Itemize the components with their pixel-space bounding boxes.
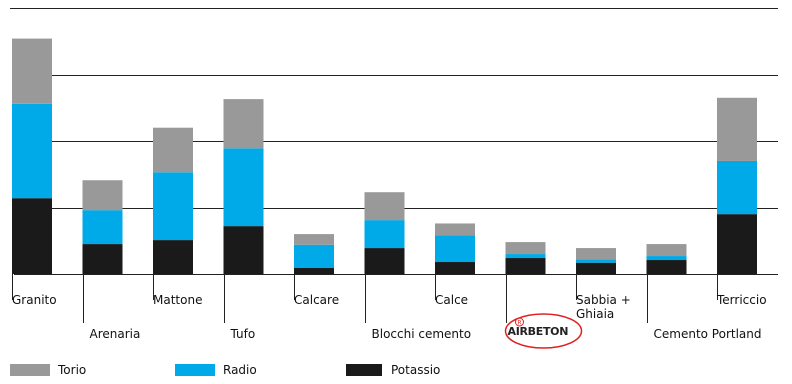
legend-label-torio: Torio <box>57 363 86 377</box>
bar-tufo-torio <box>223 99 264 149</box>
bar-calcare-potassio <box>294 268 334 274</box>
legend-item-potassio: Potassio <box>346 363 440 377</box>
registered-mark: R <box>517 320 521 327</box>
category-labels: Granito Arenaria Mattone Tufo Calcare Blocchi… <box>12 274 767 349</box>
legend-label-potassio: Potassio <box>391 363 440 377</box>
bar-calce-potassio <box>435 262 475 274</box>
bar-mattone-torio <box>153 127 193 173</box>
bar-blocchi-cemento-radio <box>364 220 405 249</box>
bar-calce-radio <box>435 235 475 263</box>
bar-airbeton-radio <box>505 254 546 259</box>
category-label-sabbia-ghiaia: Sabbia + Ghiaia <box>576 293 631 321</box>
category-label-mattone: Mattone <box>153 293 202 307</box>
bar-mattone-radio <box>153 172 193 241</box>
legend-swatch-torio <box>10 364 50 376</box>
category-label-cemento-portland: Cemento Portland <box>654 327 762 341</box>
bar-sabbia-ghiaia-potassio <box>576 262 616 274</box>
bar-sabbia-ghiaia-radio <box>576 259 616 263</box>
bar-mattone-potassio <box>153 240 193 274</box>
bar-blocchi-cemento-torio <box>364 192 405 221</box>
bar-airbeton-torio <box>505 242 546 255</box>
legend-item-radio: Radio <box>175 363 257 377</box>
bar-tufo-potassio <box>223 226 264 274</box>
bar-calcare-radio <box>294 244 334 269</box>
bar-arenaria-torio <box>82 180 123 211</box>
bar-arenaria-radio <box>82 210 123 245</box>
gridlines <box>10 8 778 275</box>
highlight-ellipse <box>504 313 583 349</box>
category-label-calcare: Calcare <box>294 293 339 307</box>
legend-label-radio: Radio <box>223 363 257 377</box>
category-label-terriccio: Terriccio <box>716 293 767 307</box>
bar-cemento-portland-radio <box>646 256 687 261</box>
category-label-arenaria: Arenaria <box>90 327 141 341</box>
bar-granito-potassio <box>12 198 52 274</box>
bar-terriccio-torio <box>717 97 757 161</box>
legend: Torio Radio Potassio <box>10 363 440 377</box>
category-label-blocchi-cemento: Blocchi cemento <box>372 327 472 341</box>
bar-airbeton-potassio <box>505 258 546 274</box>
bar-sabbia-ghiaia-torio <box>576 248 616 260</box>
legend-item-torio: Torio <box>10 363 86 377</box>
bar-arenaria-potassio <box>82 244 123 274</box>
category-label-granito: Granito <box>12 293 57 307</box>
bar-terriccio-radio <box>717 160 757 215</box>
category-label-tufo: Tufo <box>230 327 256 341</box>
bar-cemento-portland-torio <box>646 244 687 257</box>
bars <box>12 38 757 274</box>
bar-cemento-portland-potassio <box>646 260 687 274</box>
bar-terriccio-potassio <box>717 214 757 274</box>
category-label-airbeton: AIRBETON <box>508 325 569 338</box>
bar-blocchi-cemento-potassio <box>364 248 405 274</box>
bar-granito-radio <box>12 103 52 199</box>
registered-icon <box>515 317 524 327</box>
bar-calce-torio <box>435 223 475 236</box>
category-label-calce: Calce <box>435 293 468 307</box>
bar-tufo-radio <box>223 148 264 227</box>
legend-swatch-radio <box>175 364 215 376</box>
bar-granito-torio <box>12 38 52 104</box>
bar-calcare-torio <box>294 234 334 245</box>
legend-swatch-potassio <box>346 364 382 376</box>
